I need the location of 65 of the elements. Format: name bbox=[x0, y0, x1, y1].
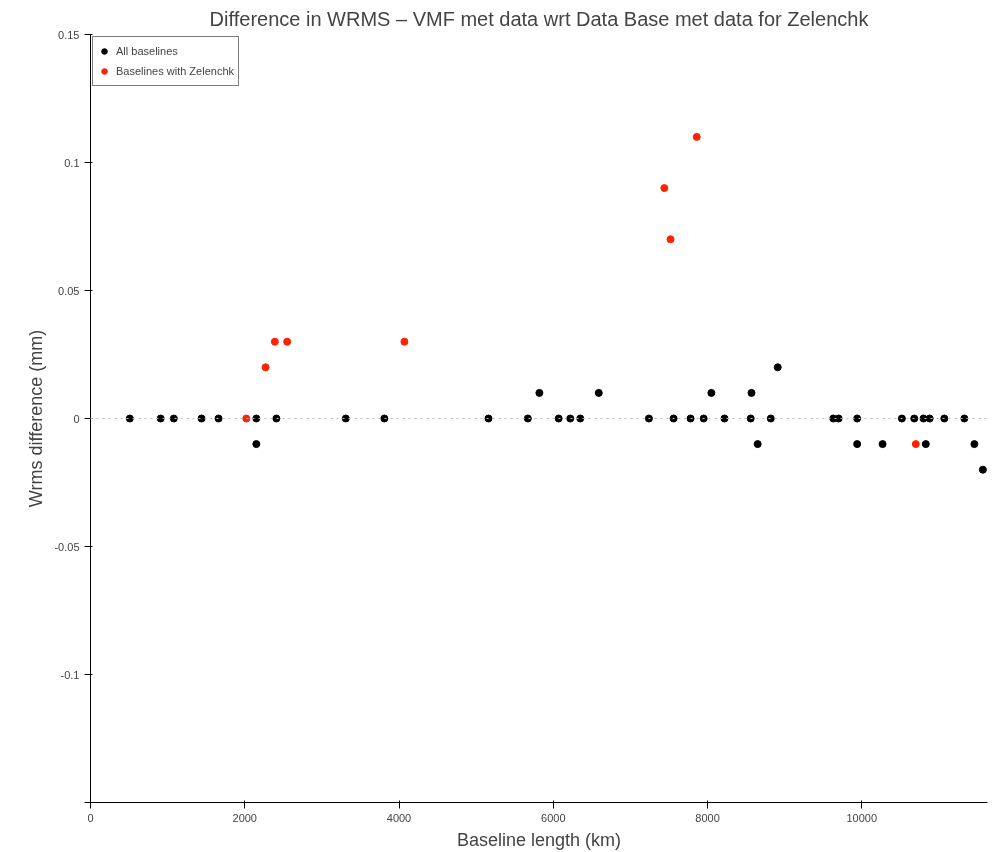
point bbox=[707, 388, 716, 397]
point bbox=[554, 414, 563, 423]
y-tick-label: 0.1 bbox=[64, 156, 80, 169]
chart-title: Difference in WRMS – VMF met data wrt Data Base met data for Zelenchk bbox=[209, 7, 870, 30]
point bbox=[747, 388, 756, 397]
x-tick-label: 8000 bbox=[695, 811, 720, 824]
point bbox=[644, 414, 653, 423]
point bbox=[214, 414, 223, 423]
point bbox=[921, 440, 930, 449]
x-tick-label: 2000 bbox=[232, 811, 258, 824]
point bbox=[692, 132, 701, 141]
point bbox=[535, 388, 544, 397]
point bbox=[380, 414, 389, 423]
x-axis-title: Baseline length (km) bbox=[456, 829, 622, 850]
point bbox=[341, 414, 350, 423]
point bbox=[400, 337, 409, 346]
point bbox=[960, 414, 969, 423]
point bbox=[878, 440, 887, 449]
point bbox=[686, 414, 695, 423]
point bbox=[720, 414, 729, 423]
legend-label: All baselines bbox=[116, 45, 178, 57]
x-tick-label: 6000 bbox=[541, 811, 566, 824]
point bbox=[242, 414, 251, 423]
x-tick-label: 0 bbox=[87, 811, 94, 824]
y-tick-label: -0.1 bbox=[60, 668, 80, 681]
point bbox=[169, 414, 178, 423]
point bbox=[897, 414, 906, 423]
point bbox=[261, 363, 270, 372]
point bbox=[753, 440, 762, 449]
point bbox=[283, 337, 292, 346]
x-tick-label: 10000 bbox=[846, 811, 878, 824]
point bbox=[566, 414, 575, 423]
point bbox=[970, 440, 979, 449]
point bbox=[125, 414, 134, 423]
point bbox=[270, 337, 279, 346]
point bbox=[853, 440, 862, 449]
point bbox=[699, 414, 708, 423]
point bbox=[766, 414, 775, 423]
point bbox=[978, 465, 987, 474]
point bbox=[252, 414, 261, 423]
point bbox=[272, 414, 281, 423]
point bbox=[666, 235, 675, 244]
y-tick-label: -0.05 bbox=[54, 540, 80, 553]
point bbox=[925, 414, 934, 423]
x-tick-label: 4000 bbox=[386, 811, 412, 824]
point bbox=[576, 414, 585, 423]
point bbox=[594, 388, 603, 397]
y-tick-label: 0.05 bbox=[58, 284, 80, 297]
point bbox=[484, 414, 493, 423]
point bbox=[940, 414, 949, 423]
legend-label: Baselines with Zelenchk bbox=[116, 65, 235, 77]
y-tick-label: 0.15 bbox=[58, 28, 80, 41]
point bbox=[669, 414, 678, 423]
point bbox=[910, 414, 919, 423]
point bbox=[660, 184, 669, 193]
point bbox=[911, 440, 920, 449]
y-tick-label: 0 bbox=[73, 412, 80, 425]
point bbox=[773, 363, 782, 372]
y-axis-title: Wrms difference (mm) bbox=[26, 329, 47, 508]
point bbox=[197, 414, 206, 423]
point bbox=[853, 414, 862, 423]
point bbox=[523, 414, 532, 423]
point bbox=[156, 414, 165, 423]
point bbox=[252, 440, 261, 449]
point bbox=[746, 414, 755, 423]
